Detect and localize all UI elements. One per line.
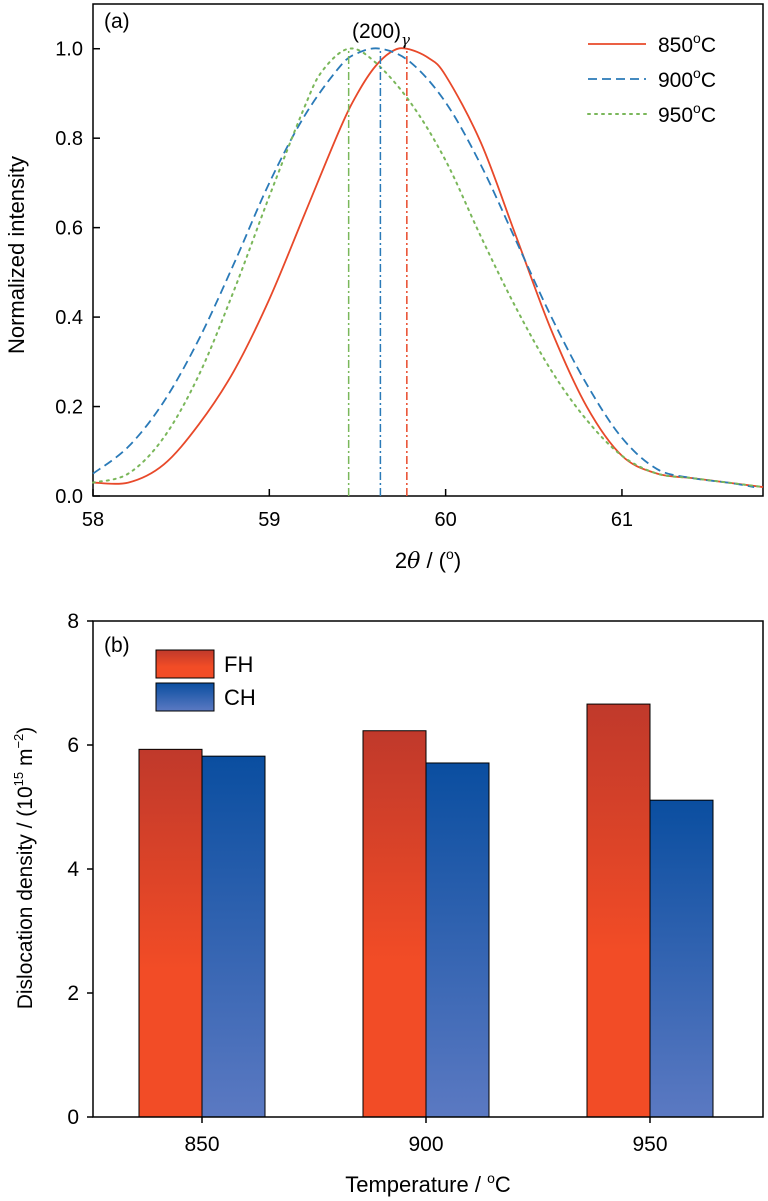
bar-CH-900 bbox=[425, 762, 490, 1118]
panel-b: 850 900 950 0 2 4 6 8 (b) FH CH Dislocation dens… bbox=[11, 610, 764, 1197]
legend-label-850: 850oC bbox=[658, 30, 716, 57]
panel-b-bars bbox=[138, 703, 714, 1118]
panel-a-x-tick-label: 61 bbox=[611, 509, 633, 531]
panel-a-lines bbox=[92, 47, 764, 489]
panel-a-y-tick-label: 0.2 bbox=[55, 397, 83, 419]
bar-CH-850 bbox=[201, 755, 266, 1118]
panel-a-y-tick-label: 0.8 bbox=[55, 128, 83, 150]
panel-a-y-tick-label: 0.0 bbox=[55, 486, 83, 508]
panel-a-y-tick-label: 1.0 bbox=[55, 39, 83, 61]
panel-a-label: (a) bbox=[104, 10, 130, 33]
bar-FH-900 bbox=[362, 730, 427, 1118]
panel-b-y-axis-label: Dislocation density / (1015 m−2) bbox=[11, 727, 37, 1010]
panel-b-y-tick-label: 2 bbox=[67, 982, 79, 1005]
legend-label-950: 950oC bbox=[658, 100, 716, 127]
panel-a-y-axis-label: Normalized intensity bbox=[4, 156, 29, 354]
panel-b-x-tick-label: 900 bbox=[408, 1133, 443, 1156]
panel-a-x-tick-label: 59 bbox=[258, 509, 280, 531]
panel-b-x-axis-label: Temperature / oC bbox=[345, 1170, 511, 1197]
legend-label-FH: FH bbox=[224, 652, 253, 677]
panel-b-y-tick-label: 0 bbox=[67, 1106, 79, 1129]
panel-b-x-tick-label: 950 bbox=[632, 1133, 667, 1156]
panel-b-y-tick-label: 6 bbox=[67, 734, 79, 757]
peak-annotation: (200)γ bbox=[352, 20, 410, 49]
panel-b-y-tick-label: 8 bbox=[67, 610, 79, 633]
panel-a-x-tick-label: 60 bbox=[435, 509, 457, 531]
panel-a-x-axis-label: 2θ / (o) bbox=[395, 546, 461, 574]
panel-b-x-tick-label: 850 bbox=[184, 1133, 219, 1156]
panel-a-ticks: 58 59 60 61 0.0 0.2 0.4 0.6 0.8 1.0 bbox=[55, 39, 633, 531]
bar-FH-850 bbox=[138, 748, 203, 1118]
series-line-950 bbox=[92, 47, 764, 489]
panel-a-frame bbox=[92, 3, 764, 497]
legend-label-900: 900oC bbox=[658, 65, 716, 92]
panel-b-legend: FH CH bbox=[155, 649, 256, 712]
panel-b-ticks: 850 900 950 0 2 4 6 8 bbox=[67, 610, 667, 1156]
bar-FH-950 bbox=[586, 703, 651, 1118]
panel-b-label: (b) bbox=[104, 634, 130, 657]
legend-label-CH: CH bbox=[224, 685, 256, 710]
panel-a: 58 59 60 61 0.0 0.2 0.4 0.6 0.8 1.0 (a) (200)γ 85… bbox=[4, 3, 764, 574]
panel-a-peak-markers bbox=[347, 48, 408, 496]
series-line-900 bbox=[92, 47, 755, 488]
panel-a-legend: 850oC 900oC 950oC bbox=[587, 30, 716, 127]
panel-a-y-tick-label: 0.6 bbox=[55, 218, 83, 240]
panel-b-y-tick-label: 4 bbox=[67, 858, 79, 881]
panel-a-y-tick-label: 0.4 bbox=[55, 307, 83, 329]
legend-swatch-CH bbox=[155, 682, 215, 712]
panel-a-x-tick-label: 58 bbox=[82, 509, 104, 531]
bar-CH-950 bbox=[649, 799, 714, 1118]
legend-swatch-FH bbox=[155, 649, 215, 679]
